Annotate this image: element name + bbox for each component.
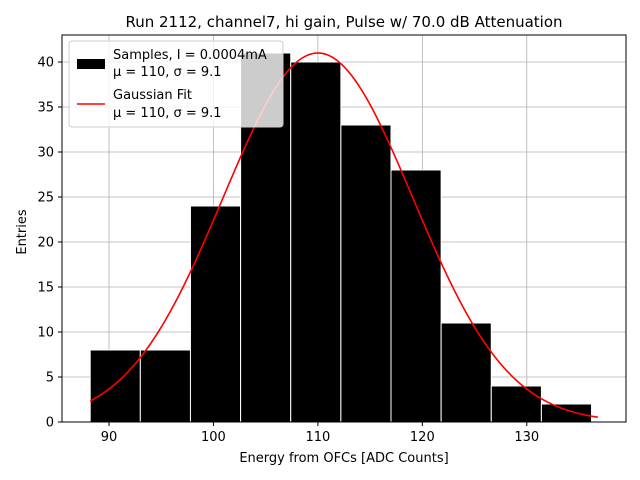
legend-label-samples: Samples, I = 0.0004mA [113, 48, 267, 63]
histogram-bar [139, 349, 191, 423]
legend-frame [68, 40, 284, 128]
x-tick-label: 100 [201, 430, 226, 445]
histogram-bar [340, 124, 392, 423]
histogram-bar [89, 349, 141, 423]
x-axis-ticks: 90 100 110 120 130 [101, 422, 539, 445]
histogram-bars [89, 52, 593, 423]
histogram-bar [540, 403, 593, 423]
legend: Samples, I = 0.0004mA μ = 110, σ = 9.1 G… [68, 40, 284, 128]
y-tick-label: 15 [37, 281, 54, 296]
histogram-bar [390, 169, 442, 423]
x-tick-label: 130 [514, 430, 539, 445]
chart-title: Run 2112, channel7, hi gain, Pulse w/ 70… [125, 13, 562, 31]
x-tick-label: 120 [410, 430, 435, 445]
histogram-bar [490, 385, 542, 423]
legend-sublabel-samples: μ = 110, σ = 9.1 [113, 65, 222, 80]
y-tick-label: 25 [37, 191, 54, 206]
y-axis-ticks: 0 5 10 15 20 25 30 35 40 [37, 56, 62, 431]
x-axis-label: Energy from OFCs [ADC Counts] [239, 451, 448, 466]
legend-swatch-samples [77, 59, 105, 69]
gaussian-fit-line [89, 52, 598, 418]
histogram-bar [189, 205, 242, 423]
histogram-bar [440, 322, 492, 423]
plot-frame [61, 34, 627, 423]
y-tick-label: 35 [37, 101, 54, 116]
gaussian-fit [89, 52, 598, 418]
y-tick-label: 0 [46, 416, 54, 431]
y-tick-label: 40 [37, 56, 54, 71]
x-tick-label: 110 [305, 430, 330, 445]
histogram-bar [290, 61, 342, 423]
y-tick-label: 20 [37, 236, 54, 251]
y-axis-label: Entries [15, 209, 30, 255]
x-tick-label: 90 [101, 430, 118, 445]
y-tick-label: 30 [37, 146, 54, 161]
y-tick-label: 10 [37, 326, 54, 341]
legend-sublabel-fit: μ = 110, σ = 9.1 [113, 106, 222, 121]
y-tick-label: 5 [46, 371, 54, 386]
legend-label-fit: Gaussian Fit [113, 88, 192, 103]
